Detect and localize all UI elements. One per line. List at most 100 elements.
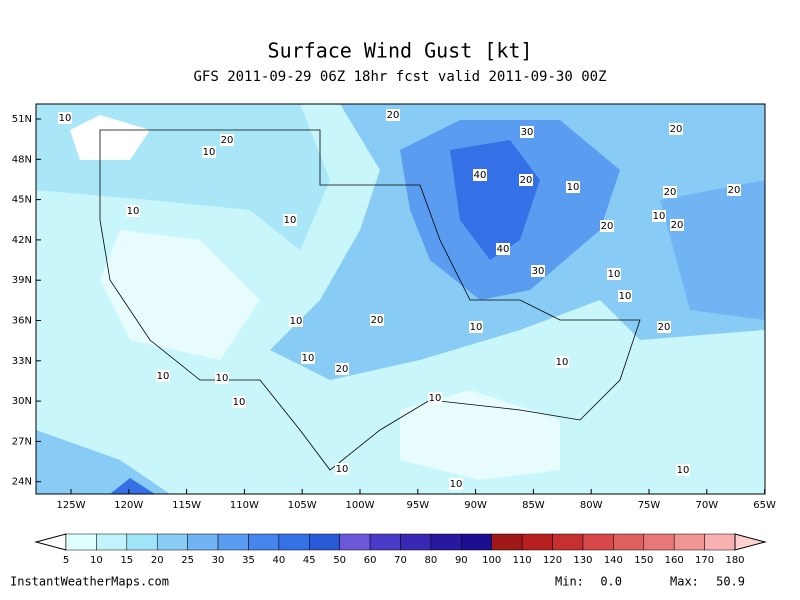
lon-label: 115W [172, 500, 201, 511]
contour-label: 20 [658, 322, 671, 333]
contour-label-bg [232, 396, 246, 408]
colorbar-swatch [461, 533, 492, 551]
contour-label: 10 [653, 211, 666, 222]
colorbar-label: 80 [425, 555, 438, 566]
contour-label: 10 [567, 182, 580, 193]
lat-label: 45N [12, 195, 32, 206]
contour-label-bg [520, 126, 534, 138]
colorbar-swatch [187, 533, 219, 551]
colorbar-swatch [613, 533, 645, 551]
contour-label: 10 [608, 269, 621, 280]
lon-label: 70W [695, 500, 718, 511]
contour-label-bg [566, 181, 580, 193]
footer-min: 0.0 [600, 575, 622, 589]
colorbar-swatch [704, 533, 736, 551]
contour-label: 20 [336, 364, 349, 375]
map-frame [35, 103, 766, 495]
contour-label-bg [469, 321, 483, 333]
contour-label-bg [449, 478, 463, 490]
footer-max-label: Max: [670, 575, 699, 589]
contour-label: 40 [497, 244, 510, 255]
colorbar-swatch [521, 533, 553, 551]
footer-max: 50.9 [716, 575, 745, 589]
colorbar-swatch [491, 533, 523, 551]
footer-source: InstantWeatherMaps.com [10, 575, 169, 589]
colorbar-label: 140 [604, 555, 623, 566]
contour-label-bg [202, 146, 216, 158]
contour-label: 20 [520, 175, 533, 186]
lon-label: 65W [753, 500, 776, 511]
contour-label-bg [555, 356, 569, 368]
contour-label: 10 [290, 316, 303, 327]
colorbar-swatch [248, 533, 280, 551]
contour-label: 20 [221, 135, 234, 146]
colorbar-label: 110 [513, 555, 532, 566]
contour-label-bg [670, 219, 684, 231]
contour-label-bg [600, 220, 614, 232]
contour-label-bg [531, 265, 545, 277]
colorbar-label: 130 [573, 555, 592, 566]
colorbar-swatch [156, 533, 188, 551]
lat-label: 39N [12, 275, 32, 286]
colorbar-label: 90 [455, 555, 468, 566]
colorbar-label: 35 [242, 555, 255, 566]
contour-label: 20 [670, 124, 683, 135]
colorbar-swatch [643, 533, 675, 551]
title: Surface Wind Gust [kt] [268, 39, 533, 63]
colorbar-label: 30 [212, 555, 225, 566]
colorbar-swatch [217, 533, 249, 551]
colorbar-swatch [309, 533, 340, 551]
contour-label: 20 [664, 187, 677, 198]
colorbar-low-end [34, 533, 67, 551]
contour-label: 10 [336, 464, 349, 475]
lon-label: 120W [114, 500, 143, 511]
lon-label: 75W [638, 500, 661, 511]
contour-label: 20 [387, 110, 400, 121]
contour-label-bg [386, 109, 400, 121]
contour-label-bg [607, 268, 621, 280]
contour-label: 20 [371, 315, 384, 326]
contour-label-bg [289, 315, 303, 327]
contour-label: 10 [157, 371, 170, 382]
lon-label: 105W [288, 500, 317, 511]
contour-label-bg [126, 205, 140, 217]
colorbar-label: 10 [90, 555, 103, 566]
lat-label: 51N [12, 114, 32, 125]
contour-label: 10 [450, 479, 463, 490]
lat-label: 48N [12, 154, 32, 165]
contour-label: 20 [601, 221, 614, 232]
subtitle: GFS 2011-09-29 06Z 18hr fcst valid 2011-… [193, 69, 606, 85]
contour-label: 20 [728, 185, 741, 196]
contour-label: 10 [302, 353, 315, 364]
contour-label-bg [618, 290, 632, 302]
lat-label: 33N [12, 356, 32, 367]
colorbar-swatch [430, 533, 462, 551]
contour-label-bg [58, 112, 72, 124]
contour-label-bg [301, 352, 315, 364]
map-field [36, 104, 765, 494]
contour-label: 10 [619, 291, 632, 302]
contour-label-bg [669, 123, 683, 135]
colorbar-label: 170 [695, 555, 714, 566]
contour-label-bg [335, 463, 349, 475]
colorbar-swatch [126, 533, 158, 551]
contour-label-bg [335, 363, 349, 375]
contour-label-bg [663, 186, 677, 198]
lon-label: 110W [230, 500, 259, 511]
colorbar-label: 70 [394, 555, 407, 566]
contour-label-bg [727, 184, 741, 196]
contour-label: 30 [521, 127, 534, 138]
contour-label-bg [156, 370, 170, 382]
contour-label: 30 [532, 266, 545, 277]
contour-label: 10 [216, 373, 229, 384]
contour-label: 10 [470, 322, 483, 333]
contour-label-bg [496, 243, 510, 255]
contour-label: 10 [59, 113, 72, 124]
colorbar-swatch [673, 533, 705, 551]
lat-label: 36N [12, 316, 32, 327]
lon-label: 80W [580, 500, 603, 511]
lat-label: 24N [12, 477, 32, 488]
colorbar-swatch [552, 533, 584, 551]
contour-label: 10 [284, 215, 297, 226]
lon-label: 125W [57, 500, 86, 511]
